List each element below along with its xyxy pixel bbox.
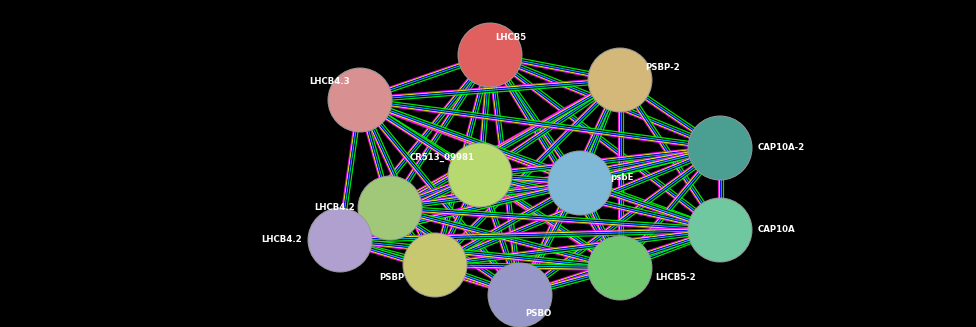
Text: CR513_09981: CR513_09981	[410, 152, 475, 162]
Circle shape	[548, 151, 612, 215]
Circle shape	[688, 116, 752, 180]
Text: LHCB5-2: LHCB5-2	[655, 273, 696, 283]
Circle shape	[458, 23, 522, 87]
Circle shape	[588, 48, 652, 112]
Circle shape	[488, 263, 552, 327]
Text: PSBP-2: PSBP-2	[645, 63, 679, 73]
Text: CAP10A: CAP10A	[758, 226, 795, 234]
Circle shape	[308, 208, 372, 272]
Circle shape	[328, 68, 392, 132]
Circle shape	[448, 143, 512, 207]
Text: LHCB4.2: LHCB4.2	[314, 203, 355, 213]
Text: PSBO: PSBO	[525, 308, 551, 318]
Text: LHCB4.2: LHCB4.2	[262, 235, 302, 245]
Text: PSBP: PSBP	[380, 272, 405, 282]
Text: CAP10A-2: CAP10A-2	[758, 144, 805, 152]
Text: LHCB5: LHCB5	[495, 32, 526, 42]
Text: LHCB4.3: LHCB4.3	[309, 77, 350, 87]
Circle shape	[403, 233, 467, 297]
Circle shape	[688, 198, 752, 262]
Text: psbE: psbE	[610, 174, 633, 182]
Circle shape	[358, 176, 422, 240]
Circle shape	[588, 236, 652, 300]
